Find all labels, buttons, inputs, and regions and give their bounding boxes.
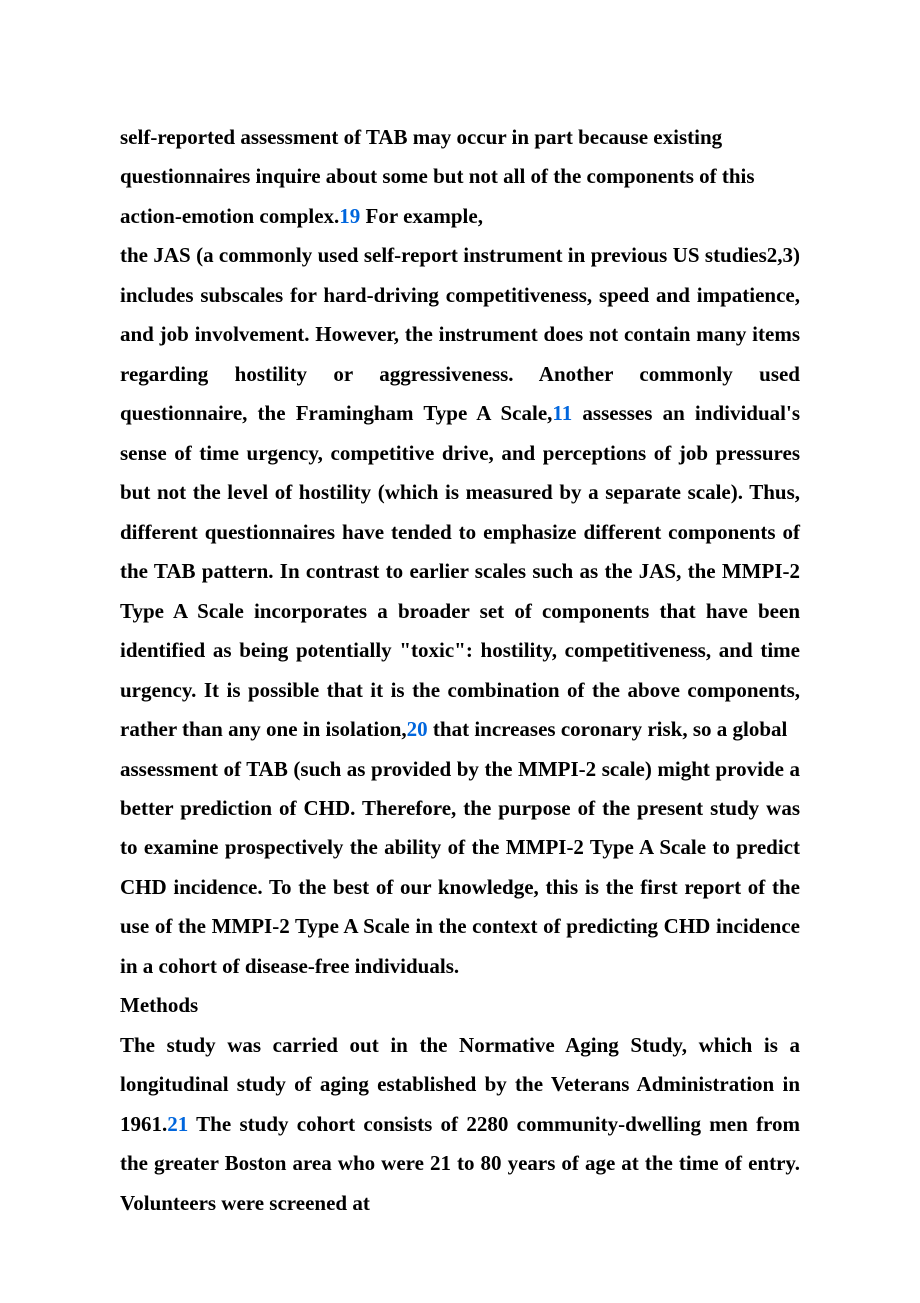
- paragraph-assessment: assessment of TAB (such as provided by t…: [120, 750, 800, 987]
- citation-ref-19[interactable]: 19: [339, 204, 360, 228]
- text-p2a: the JAS (a commonly used self-report ins…: [120, 243, 800, 425]
- text-p3: assessment of TAB (such as provided by t…: [120, 757, 800, 978]
- citation-ref-21[interactable]: 21: [167, 1112, 188, 1136]
- text-p1b: For example,: [360, 204, 483, 228]
- paragraph-jas: the JAS (a commonly used self-report ins…: [120, 236, 800, 749]
- text-p2b: assesses an individual's sense of time u…: [120, 401, 800, 741]
- text-p2c: that increases coronary risk, so a globa…: [428, 717, 788, 741]
- text-methods: Methods: [120, 993, 198, 1017]
- paragraph-intro: self-reported assessment of TAB may occu…: [120, 118, 800, 236]
- methods-heading: Methods: [120, 986, 800, 1025]
- text-p4b: The study cohort consists of 2280 commun…: [120, 1112, 800, 1215]
- citation-ref-11[interactable]: 11: [552, 401, 572, 425]
- citation-ref-20[interactable]: 20: [407, 717, 428, 741]
- paragraph-methods-body: The study was carried out in the Normati…: [120, 1026, 800, 1223]
